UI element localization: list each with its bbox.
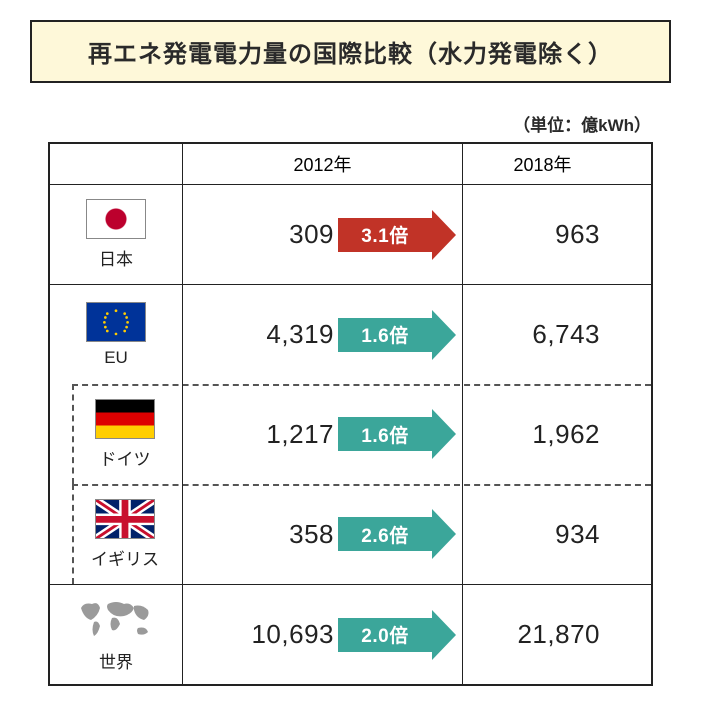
value-2012: 309 <box>289 219 334 250</box>
country-label: 日本 <box>99 245 133 270</box>
value-2012: 1,217 <box>266 419 334 450</box>
value-2018-cell: 1,962 <box>462 384 622 484</box>
country-cell: EU <box>50 285 182 384</box>
value-2012: 358 <box>289 519 334 550</box>
country-cell: イギリス <box>50 484 182 584</box>
country-label: イギリス <box>91 545 159 570</box>
value-2012-cell: 1,217 <box>182 384 342 484</box>
value-2018: 21,870 <box>517 619 600 650</box>
comparison-table: 2012年 2018年 日本 309 3.1倍 963 EU 4,319 <box>48 142 653 686</box>
multiplier-label: 1.6倍 <box>361 421 408 448</box>
multiplier-label: 3.1倍 <box>361 221 408 248</box>
flag-japan-icon <box>86 199 146 239</box>
value-2018: 963 <box>555 219 600 250</box>
growth-arrow-icon: 2.6倍 <box>338 514 458 554</box>
multiplier-cell: 2.0倍 <box>342 585 462 684</box>
world-map-icon <box>76 596 156 642</box>
table-header: 2012年 2018年 <box>50 144 651 184</box>
growth-arrow-icon: 1.6倍 <box>338 315 458 355</box>
country-cell: ドイツ <box>50 384 182 484</box>
multiplier-label: 1.6倍 <box>361 321 408 348</box>
chart-title: 再エネ発電電力量の国際比較（水力発電除く） <box>30 20 671 83</box>
country-label: EU <box>104 348 128 368</box>
multiplier-cell: 2.6倍 <box>342 484 462 584</box>
country-label: 世界 <box>99 648 133 673</box>
value-2012-cell: 4,319 <box>182 285 342 384</box>
multiplier-label: 2.6倍 <box>361 521 408 548</box>
flag-germany-icon <box>95 399 155 439</box>
multiplier-label: 2.0倍 <box>361 621 408 648</box>
value-2012-cell: 10,693 <box>182 585 342 684</box>
multiplier-cell: 1.6倍 <box>342 285 462 384</box>
value-2018-cell: 934 <box>462 484 622 584</box>
table-row: EU 4,319 1.6倍 6,743 <box>50 284 651 384</box>
table-row: 世界 10,693 2.0倍 21,870 <box>50 584 651 684</box>
growth-arrow-icon: 2.0倍 <box>338 615 458 655</box>
value-2012-cell: 358 <box>182 484 342 584</box>
value-2018: 934 <box>555 519 600 550</box>
multiplier-cell: 3.1倍 <box>342 185 462 284</box>
value-2018: 6,743 <box>532 319 600 350</box>
table-row: ドイツ 1,217 1.6倍 1,962 <box>50 384 651 484</box>
growth-arrow-icon: 3.1倍 <box>338 215 458 255</box>
table-row: イギリス 358 2.6倍 934 <box>50 484 651 584</box>
table-row: 日本 309 3.1倍 963 <box>50 184 651 284</box>
growth-arrow-icon: 1.6倍 <box>338 414 458 454</box>
header-country <box>50 144 182 184</box>
country-label: ドイツ <box>100 445 151 470</box>
country-cell: 日本 <box>50 185 182 284</box>
flag-eu-icon <box>86 302 146 342</box>
header-2012: 2012年 <box>182 144 462 184</box>
value-2012: 10,693 <box>251 619 334 650</box>
flag-uk-icon <box>95 499 155 539</box>
header-2018: 2018年 <box>462 144 622 184</box>
multiplier-cell: 1.6倍 <box>342 384 462 484</box>
country-cell: 世界 <box>50 585 182 684</box>
value-2012: 4,319 <box>266 319 334 350</box>
unit-label: （単位：億kWh） <box>30 111 651 136</box>
value-2012-cell: 309 <box>182 185 342 284</box>
value-2018-cell: 21,870 <box>462 585 622 684</box>
value-2018-cell: 6,743 <box>462 285 622 384</box>
value-2018-cell: 963 <box>462 185 622 284</box>
value-2018: 1,962 <box>532 419 600 450</box>
